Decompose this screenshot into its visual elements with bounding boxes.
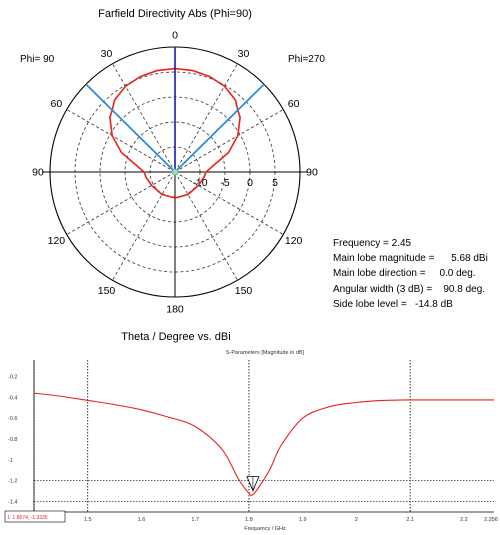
polar-spoke-240	[66, 171, 176, 235]
polar-spoke-210	[112, 171, 176, 281]
polar-angle-label: 150	[98, 285, 116, 297]
sparam-x-tick: 2.2	[460, 517, 468, 523]
polar-angle-label: 90	[32, 167, 44, 179]
farfield-info-panel: Frequency = 2.45 Main lobe magnitude = 5…	[333, 236, 488, 312]
sparam-x-ticks: 1.4 1.5 1.6 1.7 1.8 1.9 2 2.1 2.2 2.256	[30, 517, 498, 523]
sparam-x-tick: 1.4	[30, 517, 38, 523]
polar-axis-caption: Theta / Degree vs. dBi	[121, 331, 230, 343]
sparam-curve	[33, 392, 494, 496]
sparam-marker: 1: 1.8074, -1.3335	[4, 476, 260, 523]
sparam-x-tick: 2	[355, 517, 358, 523]
sparam-xlabel: Frequency / GHz	[244, 526, 286, 532]
polar-spoke-300	[66, 109, 176, 173]
beamwidth-line	[85, 83, 176, 173]
angular-width-text: Angular width (3 dB) = 90.8 deg.	[333, 283, 486, 295]
polar-radial-label: 5	[272, 177, 278, 189]
sparam-y-ticks: -0.2 -0.4 -0.6 -0.8 -1 -1.2 -1.4	[8, 374, 17, 505]
polar-title: Farfield Directivity Abs (Phi=90)	[98, 8, 252, 20]
polar-angle-label: 60	[51, 98, 63, 110]
polar-directivity-chart: Farfield Directivity Abs (Phi=90) Phi= 9…	[20, 8, 325, 316]
sparam-x-tick: 1.7	[191, 517, 199, 523]
polar-angle-label: 180	[166, 304, 184, 316]
sparam-x-tick: 2.256	[484, 517, 498, 523]
polar-spoke-150	[174, 171, 238, 281]
sparam-y-tick: -1.2	[8, 479, 17, 485]
sparam-marker-triangle	[246, 476, 260, 492]
polar-spoke-120	[174, 171, 284, 235]
sparam-y-tick: -0.8	[8, 437, 17, 443]
side-lobe-level-text: Side lobe level = -14.8 dB	[333, 298, 453, 310]
sparam-x-tick: 1.5	[84, 517, 92, 523]
polar-angle-label: 60	[288, 98, 300, 110]
sparam-x-tick: 2.1	[406, 517, 414, 523]
main-lobe-direction-text: Main lobe direction = 0.0 deg.	[333, 268, 476, 280]
sparam-y-tick: -0.6	[8, 416, 17, 422]
main-lobe-magnitude-text: Main lobe magnitude = 5.68 dBi	[333, 253, 488, 265]
polar-angle-labels: 0 30 60 90 120 150 180 150 120 90 60 30	[32, 30, 318, 316]
polar-angle-label: 0	[172, 30, 178, 42]
beamwidth-line	[174, 83, 265, 173]
sparam-y-tick: -0.4	[8, 395, 17, 401]
polar-spoke-60	[174, 109, 284, 173]
polar-angle-label: 30	[238, 48, 250, 60]
polar-center-marker	[171, 168, 179, 176]
sparam-title: S-Parameters [Magnitude in dB]	[226, 350, 305, 356]
polar-radial-label: -5	[220, 177, 229, 189]
polar-angle-label: 120	[285, 235, 303, 247]
sparam-marker-box	[4, 510, 66, 523]
polar-radial-labels: -10 -5 0 5	[192, 177, 278, 189]
polar-angle-label: 30	[101, 48, 113, 60]
polar-markers	[85, 47, 265, 176]
phi-left-label: Phi= 90	[20, 54, 55, 65]
polar-radial-label: 0	[247, 177, 253, 189]
sparam-y-tick: -1	[8, 458, 13, 464]
polar-angle-label: 90	[306, 167, 318, 179]
polar-angle-label: 150	[235, 285, 253, 297]
sparam-x-tick: 1.9	[299, 517, 307, 523]
sparam-y-tick: -0.2	[8, 374, 17, 380]
sparam-x-tick: 1.6	[138, 517, 146, 523]
phi-right-label: Phi=270	[288, 54, 325, 65]
sparam-x-tick: 1.8	[245, 517, 253, 523]
frequency-text: Frequency = 2.45	[333, 238, 412, 249]
polar-angle-label: 120	[48, 235, 66, 247]
sparam-y-tick: -1.4	[8, 500, 17, 506]
sparam-marker-label: 1: 1.8074, -1.3335	[7, 515, 48, 521]
polar-grid	[42, 46, 308, 298]
polar-spoke-330	[112, 63, 176, 173]
polar-spoke-30	[174, 63, 238, 173]
sparam-grid	[33, 360, 494, 513]
